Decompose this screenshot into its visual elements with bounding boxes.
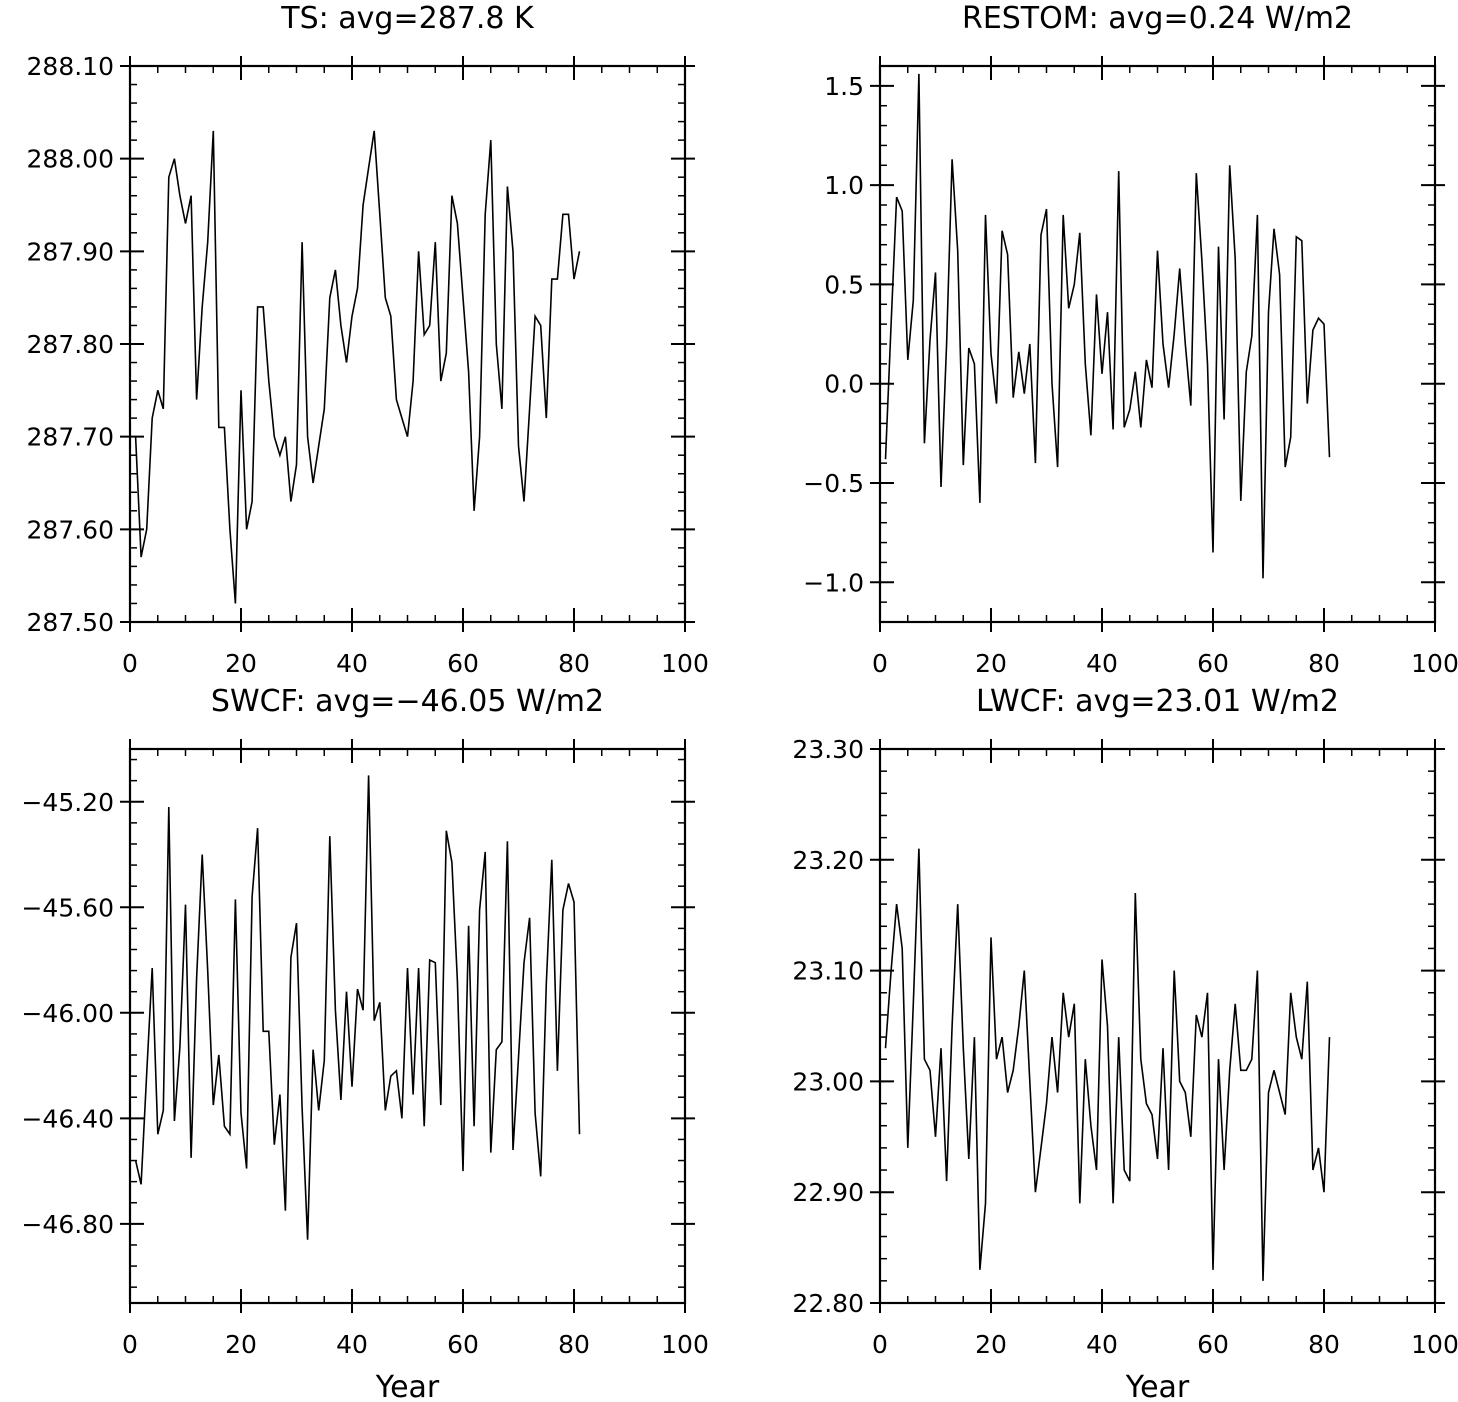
lwcf-ytick-label: 23.20 xyxy=(792,846,864,875)
swcf-ytick-label: −46.00 xyxy=(21,999,114,1028)
restom-series-line xyxy=(884,73,1331,579)
ts-xtick-label: 80 xyxy=(558,649,590,678)
swcf-ytick-label: −45.60 xyxy=(21,893,114,922)
ts-ytick-label: 288.10 xyxy=(27,52,114,81)
swcf-xtick-label: 60 xyxy=(447,1330,479,1359)
lwcf-xtick-label: 20 xyxy=(975,1330,1007,1359)
restom-ytick-label: 0.0 xyxy=(824,370,864,399)
swcf-xlabel: Year xyxy=(375,1370,440,1402)
lwcf-ytick-label: 23.10 xyxy=(792,957,864,986)
restom-ytick-label: 1.5 xyxy=(824,72,864,101)
ts-series-line xyxy=(134,130,581,604)
swcf-ytick-label: −46.80 xyxy=(21,1210,114,1239)
ts-ytick-label: 287.70 xyxy=(27,423,114,452)
lwcf-ytick-label: 23.30 xyxy=(792,735,864,764)
ts-xtick-label: 0 xyxy=(122,649,138,678)
swcf-title: SWCF: avg=−46.05 W/m2 xyxy=(211,684,604,719)
lwcf-ytick-label: 23.00 xyxy=(792,1067,864,1096)
swcf-xtick-label: 80 xyxy=(558,1330,590,1359)
restom-xtick-label: 0 xyxy=(872,649,888,678)
lwcf-xtick-label: 0 xyxy=(872,1330,888,1359)
ts-ytick-label: 287.80 xyxy=(27,330,114,359)
swcf-xtick-label: 100 xyxy=(661,1330,709,1359)
ts-ytick-label: 287.50 xyxy=(27,608,114,637)
panel-lwcf: LWCF: avg=23.01 W/m2 22.80 22.90 23.00 23.10… xyxy=(792,684,1458,1402)
panel-restom: RESTOM: avg=0.24 W/m2 −1.0 −0.5 0.0 0.5 1.0 1.… xyxy=(803,1,1458,678)
lwcf-xtick-label: 100 xyxy=(1411,1330,1458,1359)
lwcf-xlabel: Year xyxy=(1125,1370,1190,1402)
restom-xtick-label: 40 xyxy=(1086,649,1118,678)
restom-ytick-label: −0.5 xyxy=(803,469,864,498)
lwcf-ytick-label: 22.90 xyxy=(792,1178,864,1207)
ts-xtick-label: 20 xyxy=(225,649,257,678)
restom-ytick-label: 0.5 xyxy=(824,270,864,299)
panel-swcf: SWCF: avg=−46.05 W/m2 −46.80 −46.40 −46.00 −… xyxy=(21,684,708,1402)
restom-xtick-label: 20 xyxy=(975,649,1007,678)
ts-ytick-label: 288.00 xyxy=(27,145,114,174)
ts-title: TS: avg=287.8 K xyxy=(280,1,535,36)
swcf-plot-frame xyxy=(128,747,687,1305)
restom-xtick-label: 60 xyxy=(1197,649,1229,678)
swcf-series-line xyxy=(134,775,581,1240)
lwcf-xtick-label: 60 xyxy=(1197,1330,1229,1359)
ts-ytick-label: 287.90 xyxy=(27,237,114,266)
restom-plot-frame xyxy=(878,64,1437,624)
lwcf-series-line xyxy=(884,848,1331,1281)
lwcf-plot-frame xyxy=(878,747,1437,1305)
lwcf-ytick-label: 22.80 xyxy=(792,1289,864,1318)
restom-ytick-label: 1.0 xyxy=(824,171,864,200)
ts-xtick-label: 60 xyxy=(447,649,479,678)
restom-ytick-label: −1.0 xyxy=(803,568,864,597)
swcf-xtick-label: 40 xyxy=(336,1330,368,1359)
ts-xtick-label: 40 xyxy=(336,649,368,678)
restom-xtick-label: 80 xyxy=(1308,649,1340,678)
lwcf-xtick-label: 80 xyxy=(1308,1330,1340,1359)
swcf-ytick-label: −45.20 xyxy=(21,788,114,817)
restom-xtick-label: 100 xyxy=(1411,649,1458,678)
lwcf-title: LWCF: avg=23.01 W/m2 xyxy=(976,684,1339,719)
swcf-ytick-label: −46.40 xyxy=(21,1104,114,1133)
swcf-xtick-label: 20 xyxy=(225,1330,257,1359)
lwcf-xtick-label: 40 xyxy=(1086,1330,1118,1359)
ts-ytick-label: 287.60 xyxy=(27,515,114,544)
restom-title: RESTOM: avg=0.24 W/m2 xyxy=(962,1,1353,36)
ts-xtick-label: 100 xyxy=(661,649,709,678)
swcf-xtick-label: 0 xyxy=(122,1330,138,1359)
panel-ts: TS: avg=287.8 K 287.50 287.60 287.70 287.80 2… xyxy=(27,1,709,678)
